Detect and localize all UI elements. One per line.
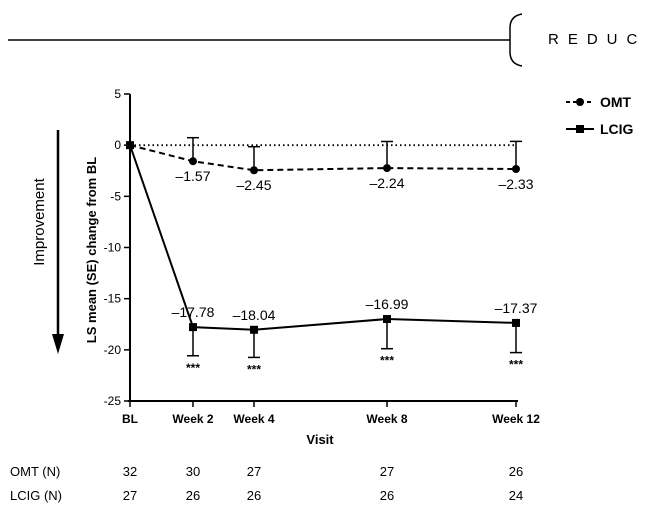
x-tick-label: Week 4: [233, 412, 274, 426]
n-table-cell: 27: [123, 488, 137, 503]
n-table-cell: 32: [123, 464, 137, 479]
data-label: –17.37: [495, 300, 538, 316]
x-tick-label: Week 2: [172, 412, 213, 426]
y-tick-label: -10: [104, 241, 122, 255]
n-table-cell: 26: [380, 488, 394, 503]
x-axis-title: Visit: [306, 432, 334, 447]
legend: OMT LCIG: [566, 94, 634, 137]
data-label: –2.45: [236, 177, 271, 193]
n-table-row-label: LCIG (N): [10, 488, 62, 503]
improvement-arrow-head: [52, 334, 64, 354]
significance-marker: ***: [186, 361, 200, 375]
significance-marker: ***: [247, 362, 261, 376]
data-label: –16.99: [366, 296, 409, 312]
y-tick-label: -5: [110, 189, 121, 203]
data-point: [250, 166, 258, 175]
n-table-cell: 30: [186, 464, 200, 479]
n-table-cell: 26: [509, 464, 523, 479]
y-axis-title: LS mean (SE) change from BL: [84, 157, 99, 343]
n-table-cell: 27: [380, 464, 394, 479]
n-table-row-label: OMT (N): [10, 464, 60, 479]
legend-lcig-marker: [576, 125, 584, 133]
legend-omt-label: OMT: [600, 94, 632, 110]
significance-marker: ***: [509, 358, 523, 372]
legend-lcig-label: LCIG: [600, 121, 634, 137]
header-title: REDUC: [548, 31, 646, 48]
data-point: [383, 164, 391, 173]
significance-marker: ***: [380, 354, 394, 368]
series-line-omt: [129, 144, 517, 172]
data-label: –17.78: [172, 304, 215, 320]
data-point: [512, 165, 520, 174]
y-tick-label: -20: [104, 343, 122, 357]
legend-omt-marker: [576, 98, 584, 106]
data-point: [383, 315, 391, 324]
n-table-cell: 24: [509, 488, 523, 503]
x-tick-label: BL: [122, 412, 138, 426]
n-table-cell: 26: [247, 488, 261, 503]
y-tick-label: -15: [104, 292, 122, 306]
data-point: [189, 323, 197, 332]
data-point: [126, 141, 134, 150]
x-tick-label: Week 12: [492, 412, 540, 426]
n-table-cell: 27: [247, 464, 261, 479]
data-point: [189, 157, 197, 166]
y-tick-label: 0: [114, 138, 121, 152]
improvement-label: Improvement: [31, 177, 48, 265]
header-brace: [509, 13, 523, 67]
data-point: [250, 325, 258, 334]
data-label: –18.04: [233, 307, 276, 323]
data-label: –2.24: [369, 175, 404, 191]
data-label: –1.57: [175, 168, 210, 184]
y-tick-label: 5: [114, 87, 121, 101]
y-tick-label: -25: [104, 394, 122, 408]
data-point: [512, 318, 520, 327]
x-tick-label: Week 8: [366, 412, 407, 426]
n-table-cell: 26: [186, 488, 200, 503]
data-label: –2.33: [498, 176, 533, 192]
